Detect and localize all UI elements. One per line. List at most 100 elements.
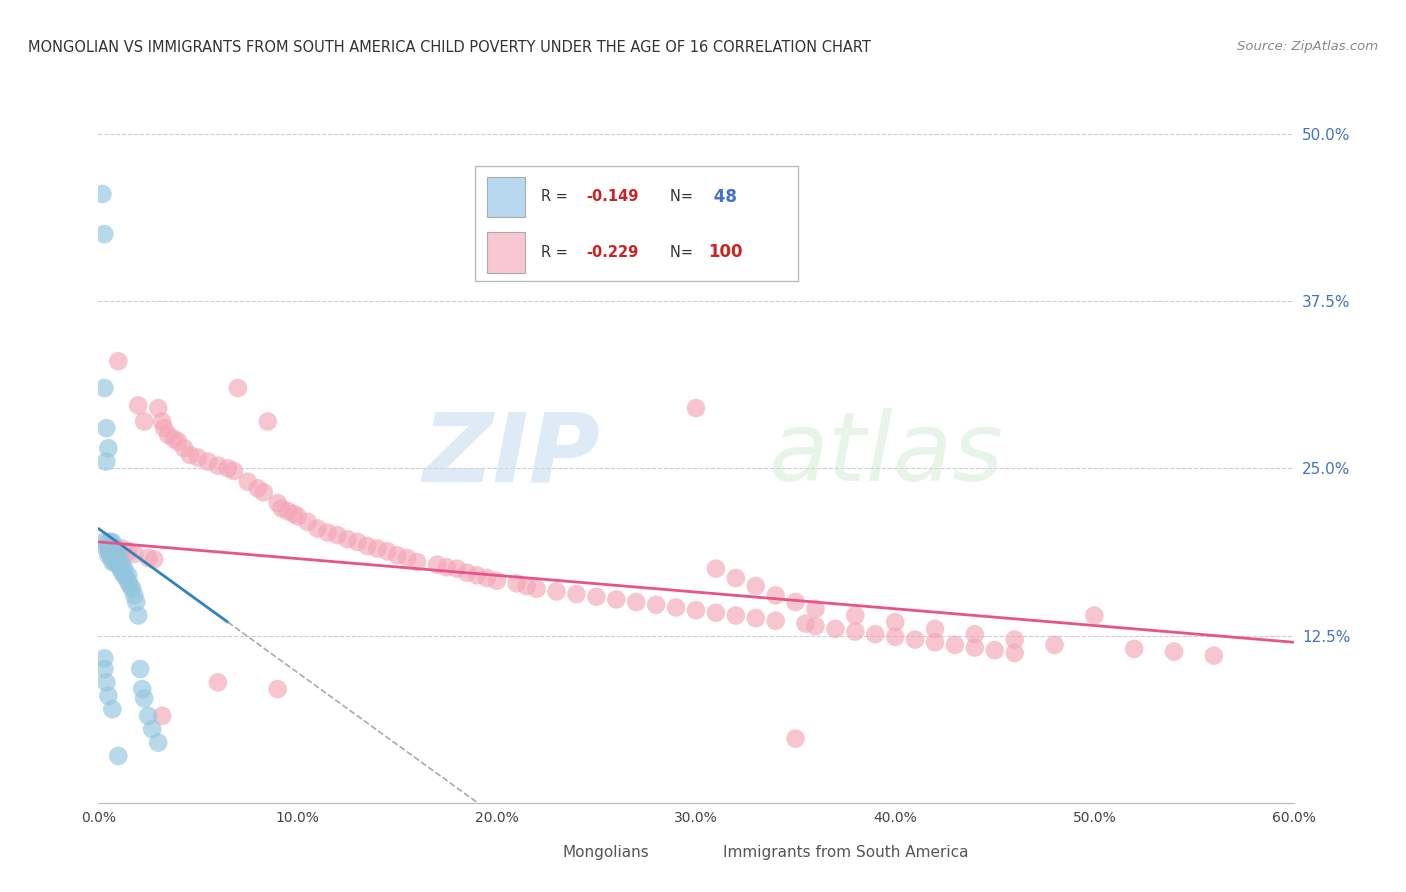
Point (704, 562, 727, 576)
Point (226, 381, 249, 395)
Point (187, 450, 209, 465)
Point (125, 595, 148, 609)
Text: R =: R = (541, 189, 572, 204)
Point (143, 552, 166, 566)
Text: Source: ZipAtlas.com: Source: ZipAtlas.com (1237, 40, 1378, 54)
Point (724, 571, 747, 585)
FancyBboxPatch shape (486, 177, 524, 217)
Point (97, 442, 120, 455)
Point (93, 227, 115, 242)
Point (785, 595, 807, 609)
Point (120, 579, 142, 593)
Point (904, 632, 927, 647)
Point (107, 548, 129, 563)
Point (475, 571, 498, 585)
Point (163, 432, 186, 446)
Point (136, 551, 159, 566)
Point (585, 590, 607, 604)
Point (1202, 648, 1225, 663)
Point (107, 354, 129, 368)
Point (465, 568, 488, 582)
Point (97, 541, 120, 556)
Point (117, 544, 139, 558)
Point (101, 548, 124, 563)
Point (436, 560, 458, 574)
Point (93, 662, 115, 676)
Text: ZIP: ZIP (422, 409, 600, 501)
Point (785, 731, 807, 746)
Point (270, 501, 292, 516)
Point (96, 421, 118, 435)
Point (97, 534, 120, 549)
Point (141, 723, 163, 737)
Point (865, 627, 887, 641)
Text: -0.229: -0.229 (586, 245, 638, 260)
Point (884, 615, 907, 630)
Point (426, 558, 449, 572)
Point (93, 534, 115, 549)
Point (98, 548, 122, 563)
Point (283, 507, 305, 521)
Point (446, 562, 468, 576)
Point (326, 528, 349, 542)
Point (101, 555, 124, 569)
Point (98, 534, 122, 549)
Point (844, 624, 866, 639)
Point (277, 504, 299, 518)
Point (745, 611, 768, 625)
Point (129, 662, 152, 676)
Point (157, 427, 180, 442)
Point (115, 571, 138, 585)
Point (111, 541, 134, 556)
Point (605, 592, 627, 607)
Point (804, 602, 827, 616)
Point (685, 603, 707, 617)
Point (101, 702, 124, 716)
Point (316, 525, 339, 540)
Point (645, 598, 668, 612)
Point (112, 562, 135, 576)
Point (1163, 644, 1185, 658)
Point (267, 681, 290, 696)
Point (105, 548, 128, 563)
Point (93, 651, 115, 665)
Point (943, 638, 966, 652)
Point (765, 589, 787, 603)
Point (1004, 632, 1026, 647)
Point (136, 708, 159, 723)
Point (103, 539, 125, 553)
Point (134, 414, 156, 429)
Point (1123, 642, 1146, 657)
Point (93, 381, 115, 395)
Point (103, 555, 125, 569)
Point (256, 414, 278, 429)
Point (626, 595, 648, 609)
Point (173, 442, 195, 455)
Point (924, 635, 946, 649)
Point (346, 534, 368, 549)
Point (804, 619, 827, 633)
Point (117, 575, 139, 590)
Text: atlas: atlas (768, 409, 1002, 501)
Point (794, 616, 817, 631)
Point (456, 566, 478, 580)
Point (704, 606, 727, 620)
Point (884, 630, 907, 644)
Point (148, 735, 170, 749)
Point (197, 455, 219, 469)
Point (665, 600, 688, 615)
Point (103, 548, 125, 563)
Point (217, 461, 239, 475)
Point (366, 541, 388, 556)
Point (111, 558, 134, 572)
Point (356, 539, 378, 553)
Point (97, 689, 120, 703)
Point (297, 515, 319, 529)
Point (127, 398, 149, 412)
Point (124, 589, 146, 603)
Point (127, 608, 149, 623)
Point (96, 675, 118, 690)
Text: -0.149: -0.149 (586, 189, 638, 204)
Point (385, 548, 409, 563)
Point (117, 568, 139, 582)
